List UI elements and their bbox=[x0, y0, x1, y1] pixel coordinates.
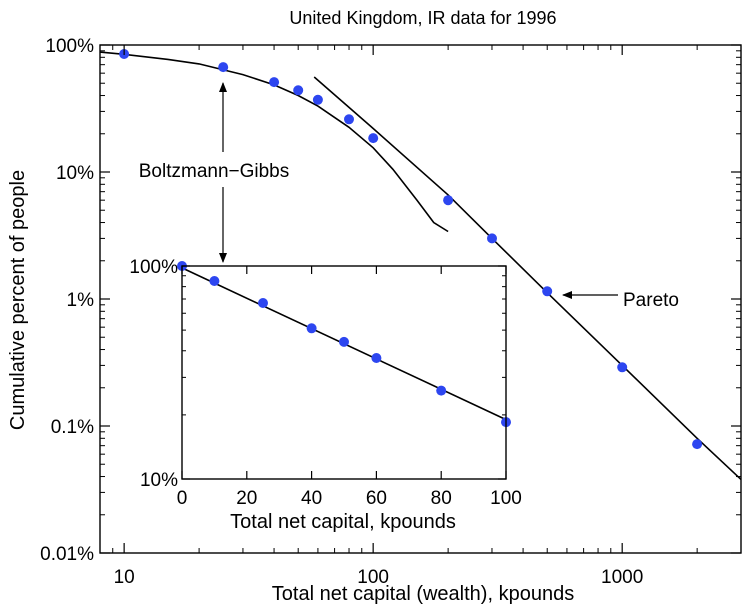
inset-data-point-3 bbox=[306, 323, 317, 334]
main-y-tick-label: 10% bbox=[56, 163, 94, 184]
main-data-point-10 bbox=[617, 362, 628, 373]
main-data-points bbox=[119, 49, 703, 450]
main-data-point-1 bbox=[218, 62, 229, 73]
inset-data-point-6 bbox=[436, 385, 447, 396]
inset-data-point-2 bbox=[258, 298, 268, 308]
main-y-ticks: 0.01% 0.1% 1% 10% 100% bbox=[40, 36, 741, 565]
inset-background bbox=[182, 266, 506, 479]
main-data-point-5 bbox=[344, 114, 354, 125]
inset-plot-frame bbox=[181, 265, 507, 480]
inset-x-tick-label: 20 bbox=[236, 488, 257, 509]
annotation-pareto: Pareto bbox=[623, 290, 679, 311]
inset-x-tick-label: 40 bbox=[301, 488, 322, 509]
main-data-point-7 bbox=[443, 195, 454, 206]
inset-x-axis-label: Total net capital, kpounds bbox=[230, 511, 456, 533]
annotation-boltzmann-gibbs: Boltzmann−Gibbs bbox=[139, 161, 290, 182]
inset-data-point-5 bbox=[371, 353, 382, 363]
inset-x-ticks: 0 20 40 60 80 100 bbox=[177, 266, 522, 509]
inset-y-tick-label: 100% bbox=[129, 257, 178, 278]
main-fit-line-1 bbox=[313, 76, 742, 480]
main-y-tick-label: 1% bbox=[67, 290, 95, 311]
main-data-point-6 bbox=[368, 133, 379, 144]
main-data-point-11 bbox=[692, 439, 703, 450]
main-y-tick-label: 0.1% bbox=[51, 417, 94, 438]
main-x-tick-label: 1000 bbox=[601, 567, 643, 588]
inset-x-tick-label: 60 bbox=[366, 488, 387, 509]
inset-plot: 0 20 40 60 80 100 10% 100% Total net capital, … bbox=[129, 257, 521, 533]
main-y-tick-label: 0.01% bbox=[40, 544, 94, 565]
inset-y-ticks: 10% 100% bbox=[129, 257, 506, 491]
main-x-ticks: 10 100 1000 bbox=[99, 45, 742, 588]
main-fit-line-0 bbox=[99, 51, 449, 233]
x-axis-label: Total net capital (wealth), kpounds bbox=[272, 583, 574, 605]
main-data-point-8 bbox=[487, 233, 497, 244]
inset-x-tick-label: 80 bbox=[431, 488, 452, 509]
inset-x-tick-label: 0 bbox=[177, 488, 188, 509]
main-fit-lines bbox=[99, 51, 742, 480]
inset-y-tick-label: 10% bbox=[140, 470, 178, 491]
inset-x-tick-label: 100 bbox=[490, 488, 522, 509]
main-data-point-9 bbox=[542, 286, 553, 297]
main-data-point-3 bbox=[293, 85, 304, 96]
inset-data-point-4 bbox=[339, 336, 349, 347]
main-data-point-2 bbox=[269, 77, 280, 88]
main-plot: 10 100 1000 0.01%0.1%1%10%100% United King… bbox=[7, 8, 742, 605]
main-y-tick-label: 100% bbox=[45, 36, 94, 57]
inset-data-point-1 bbox=[209, 276, 220, 286]
y-axis-label: Cumulative percent of people bbox=[7, 170, 29, 430]
annotations: Boltzmann−Gibbs Pareto bbox=[139, 82, 679, 311]
main-x-tick-label: 10 bbox=[114, 567, 135, 588]
main-x-tick-label: 100 bbox=[357, 567, 389, 588]
main-data-point-4 bbox=[312, 94, 323, 105]
chart-title: United Kingdom, IR data for 1996 bbox=[289, 8, 556, 28]
